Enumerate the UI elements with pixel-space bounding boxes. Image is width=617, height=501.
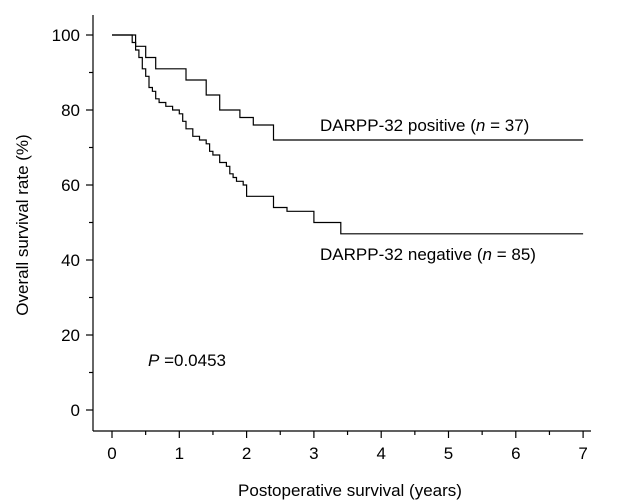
y-tick-label: 0: [71, 401, 80, 420]
y-tick-label: 100: [52, 26, 80, 45]
x-tick-label: 1: [175, 444, 184, 463]
y-tick-label: 40: [61, 251, 80, 270]
x-tick-label: 2: [242, 444, 251, 463]
positive-survival-curve: [112, 34, 584, 141]
y-tick-label: 80: [61, 101, 80, 120]
y-tick-label: 20: [61, 326, 80, 345]
x-tick-label: 3: [309, 444, 318, 463]
x-tick-label: 6: [511, 444, 520, 463]
y-tick-label: 60: [61, 176, 80, 195]
negative-survival-curve: [112, 34, 584, 235]
negative-series-label: DARPP-32 negative (n = 85): [320, 245, 536, 264]
y-axis-title: Overall survival rate (%): [13, 134, 32, 315]
x-axis-title: Postoperative survival (years): [238, 481, 462, 500]
x-tick-label: 7: [578, 444, 587, 463]
x-tick-label: 4: [376, 444, 385, 463]
positive-series-label: DARPP-32 positive (n = 37): [320, 116, 529, 135]
x-tick-label: 5: [444, 444, 453, 463]
p-value-annotation: P =0.0453: [148, 351, 226, 370]
x-tick-label: 0: [107, 444, 116, 463]
axes: 0 20 40 60 80 100 0 1 2 3 4 5 6 7: [52, 15, 591, 463]
survival-curves: [112, 34, 584, 235]
